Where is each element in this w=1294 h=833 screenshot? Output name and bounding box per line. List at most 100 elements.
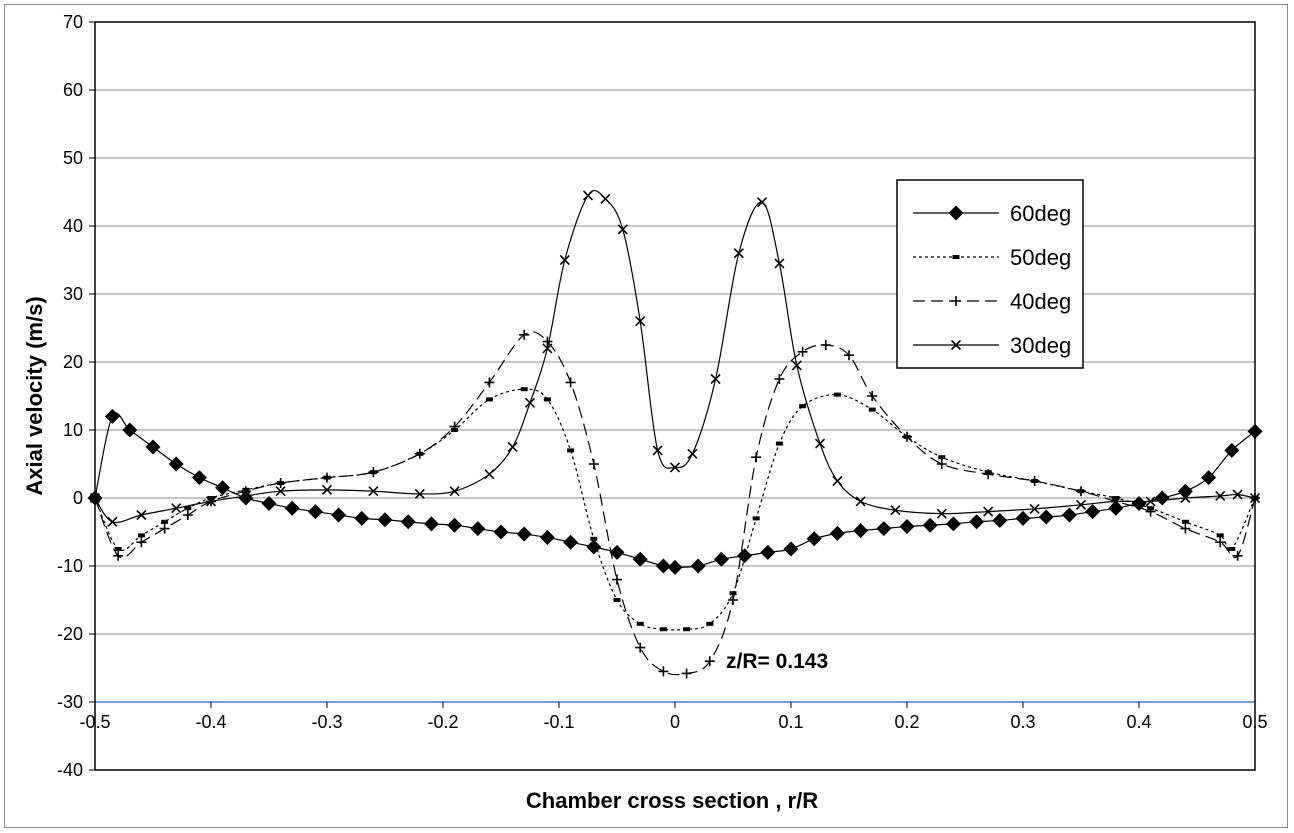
data-point-40deg <box>658 666 669 677</box>
data-point-60deg <box>104 408 120 424</box>
data-point-40deg <box>728 595 738 605</box>
x-axis-ticks: -0.5 -0.4 -0.3 -0.2 -0.1 0 0.1 0.2 0.3 0.4 0.5 <box>79 702 1268 732</box>
data-point-40deg <box>565 377 576 388</box>
data-point-60deg <box>563 534 579 550</box>
data-point-30deg <box>710 373 721 385</box>
data-point-40deg <box>612 574 622 585</box>
y-tick-label: -20 <box>57 624 83 644</box>
legend-label: 50deg <box>1010 245 1071 270</box>
x-tick-label: -0.5 <box>79 712 110 732</box>
data-point-30deg <box>240 490 251 502</box>
data-point-50deg <box>114 547 122 551</box>
data-point-60deg <box>992 512 1008 528</box>
annotation-zr: z/R= 0.143 <box>726 650 828 673</box>
y-tick-label: 60 <box>63 80 83 100</box>
data-point-40deg <box>136 537 147 548</box>
data-point-30deg <box>890 505 901 516</box>
data-point-40deg <box>1076 486 1086 497</box>
data-point-60deg <box>922 517 938 533</box>
data-point-30deg <box>582 190 594 201</box>
data-point-30deg <box>756 197 768 208</box>
data-point-50deg <box>683 627 691 632</box>
data-point-40deg <box>751 452 762 463</box>
data-point-60deg <box>215 480 231 496</box>
legend-item-30deg: 30deg <box>913 333 1071 358</box>
legend-marker <box>948 205 964 221</box>
data-point-40deg <box>1029 476 1040 486</box>
data-point-30deg <box>617 224 628 235</box>
data-point-50deg <box>938 455 946 460</box>
x-tick-label: 0.5 <box>1242 712 1267 732</box>
data-point-60deg <box>760 544 776 560</box>
data-point-40deg <box>322 472 332 483</box>
data-point-50deg <box>729 591 737 596</box>
y-tick-label: 0 <box>73 488 83 508</box>
data-point-60deg <box>655 558 671 574</box>
data-point-60deg <box>1015 510 1031 526</box>
data-point-40deg <box>983 469 994 480</box>
data-point-50deg <box>752 516 760 521</box>
data-point-60deg <box>1247 423 1263 439</box>
data-point-40deg <box>820 340 831 350</box>
data-point-40deg <box>414 448 425 459</box>
data-point-60deg <box>1131 495 1147 511</box>
y-tick-label: 20 <box>63 352 83 372</box>
x-tick-label: 0.1 <box>778 712 803 732</box>
legend: 60deg 50deg 40deg 30deg <box>896 179 1084 369</box>
data-point-50deg <box>184 506 192 511</box>
x-tick-label: 0.2 <box>894 712 919 732</box>
data-point-60deg <box>853 523 869 539</box>
data-point-30deg <box>1075 499 1087 510</box>
data-point-40deg <box>275 478 286 489</box>
data-point-30deg <box>171 503 182 514</box>
data-point-50deg <box>485 397 493 402</box>
data-point-40deg <box>681 668 692 679</box>
legend-marker <box>950 339 962 351</box>
data-point-30deg <box>1232 489 1243 500</box>
data-point-60deg <box>470 521 486 537</box>
data-point-30deg <box>507 441 518 453</box>
plot-area <box>94 21 1256 771</box>
legend-label: 40deg <box>1010 289 1071 314</box>
data-point-50deg <box>799 404 807 409</box>
data-point-30deg <box>1110 496 1121 507</box>
data-point-60deg <box>400 514 416 530</box>
series-line-40deg <box>95 331 1255 676</box>
data-point-60deg <box>516 526 532 542</box>
data-point-60deg <box>899 519 915 535</box>
data-point-40deg <box>1215 537 1226 548</box>
data-point-50deg <box>137 533 145 538</box>
data-point-30deg <box>1145 496 1156 507</box>
data-point-50deg <box>659 627 667 632</box>
data-point-60deg <box>539 529 555 545</box>
y-tick-label: 40 <box>63 216 83 236</box>
data-point-50deg <box>706 621 714 626</box>
y-tick-label: 50 <box>63 148 83 168</box>
marker-layer <box>87 190 1263 679</box>
data-point-60deg <box>238 490 254 506</box>
data-point-60deg <box>307 504 323 520</box>
data-point-30deg <box>652 445 663 456</box>
data-point-40deg <box>368 467 379 478</box>
data-point-30deg <box>1180 492 1191 504</box>
data-point-60deg <box>122 422 138 438</box>
y-axis-ticks: 70 60 50 40 30 20 10 0 -10 -20 -30 -40 <box>57 12 95 780</box>
y-tick-label: 30 <box>63 284 83 304</box>
data-point-50deg <box>1228 547 1236 551</box>
data-point-40deg <box>704 656 715 667</box>
x-tick-label: 0.3 <box>1010 712 1035 732</box>
legend-label: 60deg <box>1010 201 1071 226</box>
data-point-30deg <box>414 488 425 499</box>
data-point-40deg <box>159 523 170 534</box>
data-point-50deg <box>613 598 621 602</box>
data-point-30deg <box>205 496 217 507</box>
data-point-30deg <box>1249 492 1261 504</box>
data-point-40deg <box>1180 523 1191 534</box>
data-point-30deg <box>814 438 826 449</box>
data-point-40deg <box>588 459 599 469</box>
y-tick-label: -10 <box>57 556 83 576</box>
data-point-60deg <box>713 551 729 567</box>
data-point-30deg <box>687 448 698 459</box>
data-point-30deg <box>733 248 744 259</box>
data-point-30deg <box>774 258 785 269</box>
